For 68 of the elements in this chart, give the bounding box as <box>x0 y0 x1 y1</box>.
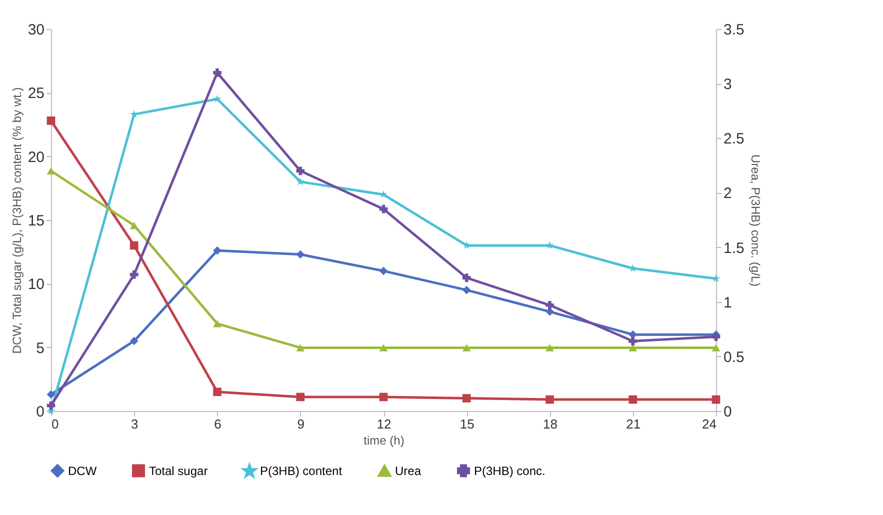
point <box>462 274 471 282</box>
x-tick-label: 18 <box>543 416 558 432</box>
point <box>462 241 471 249</box>
y-axis-title: DCW, Total sugar (g/L), P(3HB) content (% by wt.) <box>10 87 24 354</box>
x-tick-label: 24 <box>702 416 716 432</box>
point <box>296 344 305 352</box>
point <box>462 394 471 402</box>
point <box>628 395 638 404</box>
x-tick-label: 21 <box>626 416 641 432</box>
point <box>546 344 554 352</box>
point <box>130 336 138 346</box>
point <box>213 388 222 396</box>
y2-axis-title: Urea, P(3HB) conc. (g/L) <box>748 154 762 287</box>
x-axis-title: time (h) <box>364 434 404 448</box>
point <box>130 270 138 279</box>
legend-label: Total sugar <box>149 464 208 478</box>
y2-tick-label: 0 <box>724 404 732 420</box>
legend-label: P(3HB) conc. <box>474 464 546 478</box>
x-tick-label: 12 <box>376 416 392 432</box>
point <box>546 395 554 404</box>
point <box>296 250 305 259</box>
y-tick-label: 0 <box>36 404 44 420</box>
x-tick-label: 3 <box>131 416 138 432</box>
legend-label: DCW <box>68 464 98 478</box>
y2-tick-label: 2 <box>724 185 732 202</box>
point <box>628 336 638 346</box>
point <box>712 344 720 352</box>
point <box>296 392 305 402</box>
y-tick-label: 15 <box>28 212 44 230</box>
legend-label: Urea <box>395 464 422 478</box>
point <box>213 320 222 328</box>
y2-tick-label: 2.5 <box>724 130 744 148</box>
y2-tick-label: 1 <box>724 294 732 312</box>
point <box>130 241 138 250</box>
point <box>46 390 56 399</box>
point <box>546 300 554 310</box>
y2-tick-label: 1.5 <box>724 240 744 257</box>
point <box>213 94 222 102</box>
point <box>546 241 554 249</box>
y2-tick-label: 3.5 <box>724 22 744 38</box>
point <box>379 204 388 214</box>
x-tick-label: 0 <box>52 416 59 432</box>
x-tick-label: 9 <box>297 416 304 432</box>
point <box>130 222 138 230</box>
point <box>462 286 471 294</box>
y-tick-label: 20 <box>28 148 44 166</box>
y2-tick-label: 0.5 <box>724 348 744 366</box>
point <box>296 166 305 176</box>
x-tick-label: 15 <box>460 416 474 432</box>
point <box>379 344 388 352</box>
point <box>379 266 388 276</box>
point <box>712 332 720 341</box>
x-tick-label: 6 <box>214 416 222 432</box>
point <box>462 344 471 352</box>
point <box>213 68 222 77</box>
y-tick-label: 25 <box>28 85 44 102</box>
point <box>379 392 388 402</box>
point <box>628 344 638 352</box>
point <box>46 116 56 125</box>
y2-tick-label: 3 <box>724 76 732 94</box>
legend-label: P(3HB) content <box>260 464 343 478</box>
y-tick-label: 5 <box>36 340 44 357</box>
point <box>712 395 720 404</box>
y-tick-label: 30 <box>28 22 44 38</box>
point <box>213 246 222 255</box>
y-tick-label: 10 <box>28 276 44 294</box>
point <box>296 178 304 186</box>
point <box>46 167 56 175</box>
